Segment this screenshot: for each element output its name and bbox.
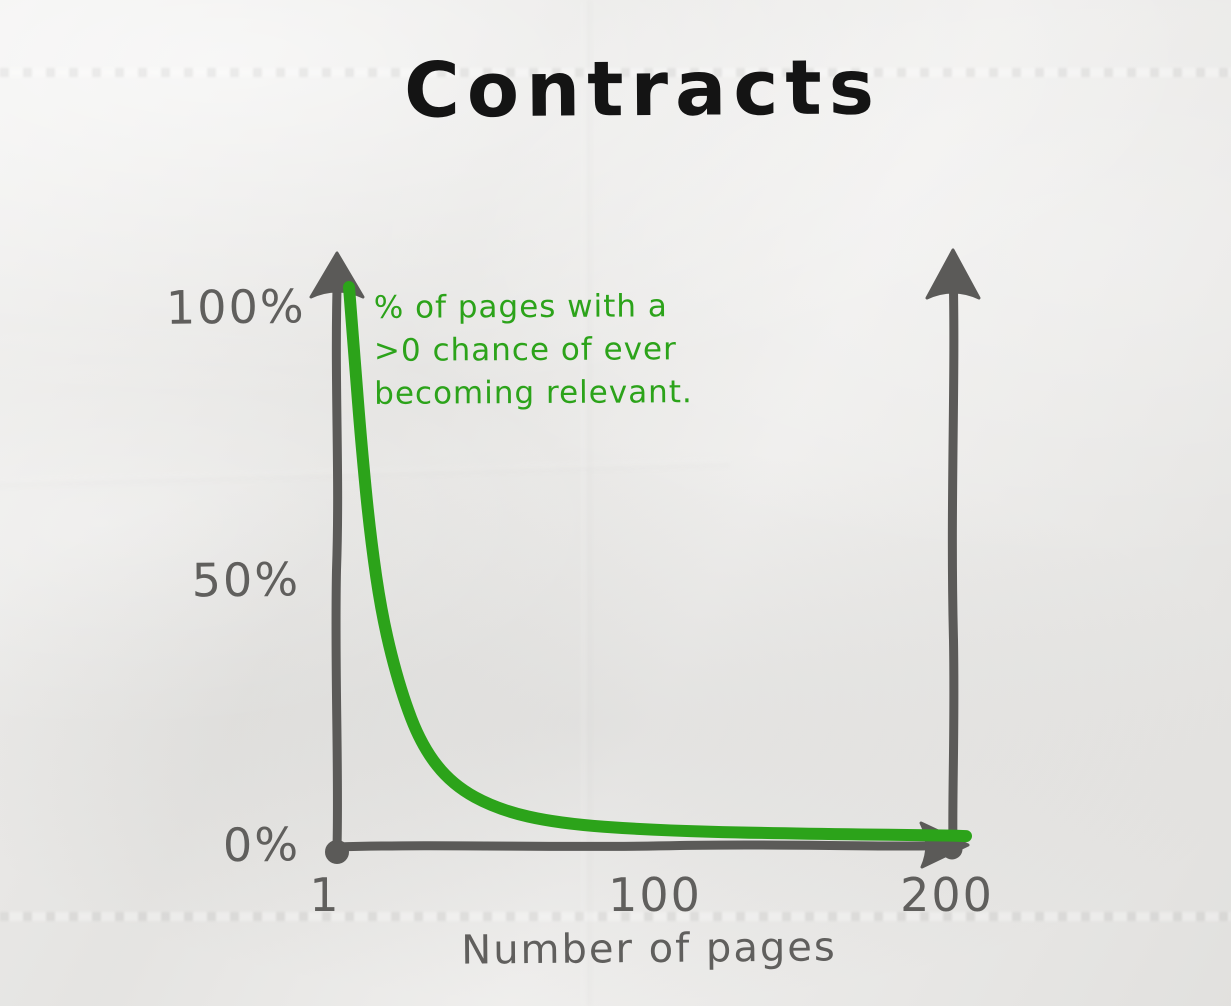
x-axis-line <box>332 840 952 852</box>
y-tick-100: 100% <box>165 279 306 335</box>
curve-annotation-line-3: becoming relevant. <box>374 374 693 412</box>
x-tick-200: 200 <box>900 868 994 922</box>
y-tick-50: 50% <box>191 552 301 608</box>
y-tick-0: 0% <box>222 817 301 873</box>
x-axis-title: Number of pages <box>461 924 837 974</box>
x-tick-1: 1 <box>309 868 341 922</box>
curve-annotation: % of pages with a >0 chance of ever beco… <box>374 285 693 416</box>
right-axis-ink-blob <box>941 838 963 860</box>
relevance-curve <box>343 281 972 843</box>
curve-annotation-line-1: % of pages with a <box>373 288 668 326</box>
curve-annotation-line-2: >0 chance of ever <box>373 331 677 369</box>
right-axis-arrowhead-icon <box>925 248 981 300</box>
y-axis-line <box>331 265 343 853</box>
right-axis-line <box>947 261 959 851</box>
origin-ink-blob <box>325 840 349 864</box>
x-tick-100: 100 <box>608 868 702 922</box>
